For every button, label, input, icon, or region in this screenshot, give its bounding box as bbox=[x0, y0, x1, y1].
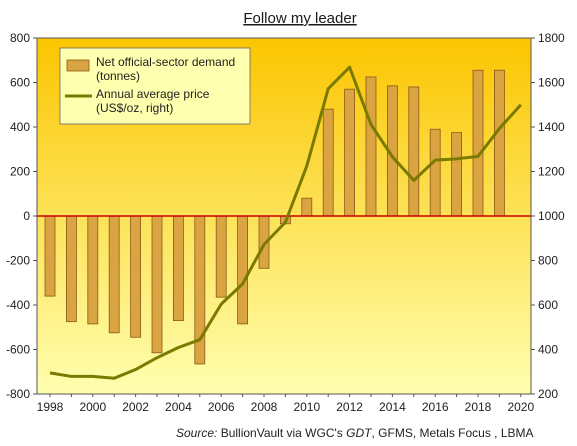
bar-2018 bbox=[472, 69, 484, 217]
bar-2012 bbox=[344, 88, 356, 217]
legend-label-price: Annual average price (US$/oz, right) bbox=[96, 87, 210, 115]
bar-2004 bbox=[172, 215, 184, 321]
bar-2016 bbox=[429, 128, 441, 217]
x-tick-label: 2018 bbox=[465, 400, 492, 414]
right-tick-label: 1800 bbox=[538, 31, 565, 45]
bar-2001 bbox=[108, 215, 120, 334]
bar-2007 bbox=[237, 215, 249, 325]
bar-2013 bbox=[365, 76, 377, 217]
source-prefix: Source: bbox=[176, 426, 217, 440]
right-tick-label: 1000 bbox=[538, 209, 565, 223]
legend-box bbox=[59, 47, 251, 125]
bar-2010 bbox=[301, 197, 313, 217]
bar-2015 bbox=[408, 86, 420, 217]
right-tick-label: 1400 bbox=[538, 120, 565, 134]
x-tick-label: 2000 bbox=[79, 400, 106, 414]
bar-2006 bbox=[215, 215, 227, 298]
bar-2011 bbox=[322, 108, 334, 217]
left-tick-label: -400 bbox=[6, 298, 30, 312]
legend: Net official-sector demand (tonnes) Annua… bbox=[59, 47, 251, 125]
source-text-1: BullionVault via WGC's bbox=[217, 426, 346, 440]
x-tick-label: 2006 bbox=[208, 400, 235, 414]
x-tick-label: 2020 bbox=[507, 400, 534, 414]
bar-1999 bbox=[66, 215, 77, 323]
left-tick-label: -600 bbox=[6, 343, 30, 357]
left-tick-label: -800 bbox=[6, 387, 30, 401]
bar-2002 bbox=[130, 215, 142, 338]
left-tick-label: 400 bbox=[10, 120, 30, 134]
x-tick-label: 2002 bbox=[122, 400, 149, 414]
price-line bbox=[49, 65, 522, 380]
right-tick-label: 1200 bbox=[538, 165, 565, 179]
right-tick-label: 200 bbox=[538, 387, 558, 401]
x-tick-label: 2010 bbox=[293, 400, 320, 414]
x-tick-label: 2008 bbox=[251, 400, 278, 414]
right-tick-label: 1600 bbox=[538, 76, 565, 90]
bar-1998 bbox=[44, 215, 56, 297]
left-tick-label: 800 bbox=[10, 31, 30, 45]
x-tick-label: 2004 bbox=[165, 400, 192, 414]
source-text-2: , GFMS, Metals Focus , LBMA bbox=[371, 426, 533, 440]
source-note: Source: BullionVault via WGC's GDT, GFMS… bbox=[176, 426, 534, 440]
bar-2017 bbox=[451, 132, 463, 217]
x-tick-label: 2016 bbox=[422, 400, 449, 414]
left-tick-label: -200 bbox=[6, 254, 30, 268]
right-tick-label: 400 bbox=[538, 343, 558, 357]
source-gdt: GDT bbox=[346, 426, 373, 440]
chart-title: Follow my leader bbox=[243, 10, 356, 27]
left-tick-label: 0 bbox=[23, 209, 30, 223]
left-tick-label: 600 bbox=[10, 76, 30, 90]
axes: -800 -600 -400 -200 0 200 400 600 800 200 400 600 80… bbox=[6, 31, 565, 414]
x-tick-label: 2012 bbox=[336, 400, 363, 414]
bar-2003 bbox=[151, 215, 163, 354]
left-tick-label: 200 bbox=[10, 165, 30, 179]
bar-2000 bbox=[87, 215, 99, 325]
legend-label-demand: Net official-sector demand (tonnes) bbox=[96, 55, 235, 83]
legend-bar-swatch bbox=[66, 59, 90, 72]
x-tick-label: 2014 bbox=[379, 400, 406, 414]
bar-2019 bbox=[493, 69, 505, 217]
x-tick-label: 1998 bbox=[37, 400, 64, 414]
right-tick-label: 600 bbox=[538, 298, 558, 312]
right-tick-label: 800 bbox=[538, 254, 558, 268]
